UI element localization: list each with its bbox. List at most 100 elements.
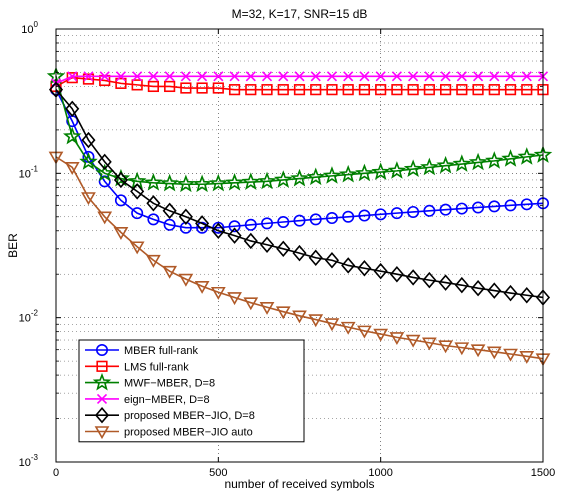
data-point xyxy=(342,84,354,96)
series-4 xyxy=(50,71,549,89)
data-point xyxy=(340,321,356,335)
series-line xyxy=(55,89,544,229)
legend: MBER full-rank LMS full-rank MWF−MBER, D=8… xyxy=(78,339,305,443)
legend-item: MWF−MBER, D=8 xyxy=(85,372,215,391)
data-point xyxy=(389,265,404,283)
data-point xyxy=(97,153,112,171)
data-point xyxy=(196,82,208,94)
data-point xyxy=(343,71,354,82)
data-point xyxy=(257,171,277,190)
legend-item: proposed MBER−JIO, D=8 xyxy=(85,406,255,424)
data-point xyxy=(306,167,325,186)
data-point xyxy=(292,310,307,324)
data-point xyxy=(310,71,321,82)
data-point xyxy=(160,173,179,192)
legend-marker xyxy=(94,426,110,440)
data-point xyxy=(213,71,224,82)
data-point xyxy=(391,84,403,96)
data-point xyxy=(293,84,306,96)
data-point xyxy=(517,147,537,165)
data-point xyxy=(342,210,355,223)
data-point xyxy=(192,174,212,193)
legend-label: eign−MBER, D=8 xyxy=(124,394,210,406)
data-point xyxy=(212,82,224,94)
data-point xyxy=(504,84,517,96)
legend-item: LMS full-rank xyxy=(85,360,189,373)
data-point xyxy=(452,154,472,172)
data-point xyxy=(456,84,468,96)
data-point xyxy=(489,71,500,82)
data-point xyxy=(308,314,324,328)
data-point xyxy=(424,71,435,82)
data-point xyxy=(407,205,420,218)
data-point xyxy=(439,84,452,96)
data-point xyxy=(421,337,437,351)
data-point xyxy=(504,199,517,212)
legend-marker xyxy=(96,343,109,356)
data-point xyxy=(308,249,323,267)
data-point xyxy=(472,201,485,214)
data-point xyxy=(146,195,161,212)
data-point xyxy=(227,227,242,244)
data-point xyxy=(276,240,291,258)
data-point xyxy=(132,71,143,82)
data-point xyxy=(244,218,257,231)
data-point xyxy=(472,84,484,96)
data-point xyxy=(470,344,486,358)
series-3 xyxy=(46,66,553,193)
data-point xyxy=(468,152,488,171)
data-point xyxy=(420,157,439,176)
data-point xyxy=(374,208,387,221)
data-point xyxy=(83,71,94,82)
data-point xyxy=(113,171,128,189)
data-point xyxy=(373,262,388,280)
data-point xyxy=(405,334,421,348)
data-point xyxy=(326,84,338,96)
data-point xyxy=(241,172,261,190)
data-point xyxy=(245,84,257,96)
data-point xyxy=(488,84,500,96)
data-point xyxy=(375,84,387,96)
data-point xyxy=(62,126,82,145)
chart-title: M=32, K=17, SNR=15 dB xyxy=(232,7,368,21)
x-tick-label: 500 xyxy=(209,467,227,479)
data-point xyxy=(355,163,374,182)
data-point xyxy=(359,71,370,82)
data-point xyxy=(261,84,273,96)
data-point xyxy=(179,221,192,234)
data-point xyxy=(519,350,535,364)
data-point xyxy=(486,346,502,360)
legend-label: MBER full-rank xyxy=(124,345,198,357)
data-point xyxy=(147,213,160,226)
data-point xyxy=(164,71,175,82)
data-point xyxy=(194,280,210,294)
series-group xyxy=(46,66,553,367)
data-point xyxy=(520,198,533,211)
legend-label: LMS full-rank xyxy=(124,361,189,373)
data-point xyxy=(488,200,501,213)
data-point xyxy=(387,161,407,179)
data-point xyxy=(326,71,338,82)
data-point xyxy=(473,71,484,82)
legend-item: proposed MBER−JIO auto xyxy=(85,426,253,440)
data-point xyxy=(294,71,305,82)
data-point xyxy=(341,257,356,274)
data-point xyxy=(521,84,533,96)
data-point xyxy=(439,203,452,216)
data-point xyxy=(373,328,389,342)
data-point xyxy=(422,271,437,289)
data-point xyxy=(325,212,338,225)
data-point xyxy=(501,149,520,167)
data-point xyxy=(324,252,340,269)
y-tick-label: 10-2 xyxy=(19,309,39,325)
data-point xyxy=(519,287,534,304)
data-point xyxy=(146,254,161,268)
data-point xyxy=(438,274,453,291)
data-point xyxy=(485,151,504,169)
data-point xyxy=(357,325,372,339)
data-point xyxy=(505,71,516,82)
legend-item: MBER full-rank xyxy=(85,343,198,357)
data-point xyxy=(209,173,228,192)
data-point xyxy=(371,162,390,180)
